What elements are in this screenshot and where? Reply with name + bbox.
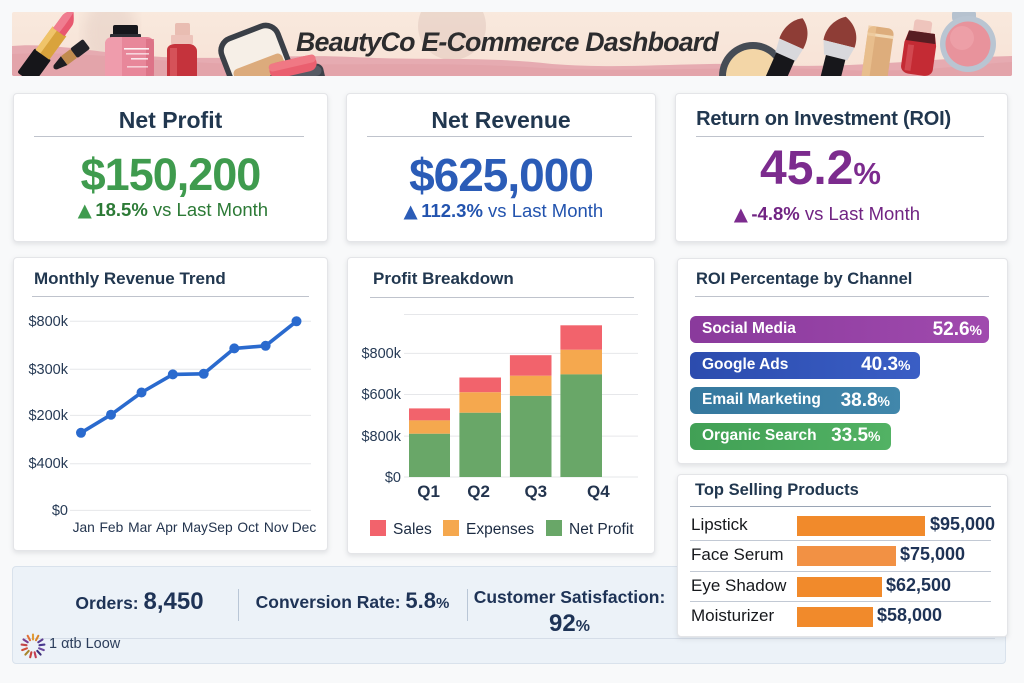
svg-text:$800k: $800k: [361, 346, 401, 362]
svg-text:Nov: Nov: [264, 520, 289, 535]
svg-text:$800k: $800k: [361, 429, 401, 445]
svg-text:$400k: $400k: [28, 456, 68, 472]
svg-text:Q4: Q4: [587, 482, 610, 501]
svg-text:Apr: Apr: [156, 520, 178, 535]
svg-text:$200k: $200k: [28, 408, 68, 424]
svg-text:Jan: Jan: [73, 520, 95, 535]
svg-text:Mar: Mar: [128, 520, 152, 535]
svg-text:Q3: Q3: [524, 482, 547, 501]
svg-text:Sep: Sep: [208, 520, 233, 535]
svg-text:Dec: Dec: [292, 520, 317, 535]
svg-text:$0: $0: [385, 470, 401, 486]
svg-text:Q1: Q1: [417, 482, 440, 501]
svg-text:Net Profit: Net Profit: [569, 521, 634, 538]
svg-text:$600k: $600k: [361, 387, 401, 403]
svg-text:Oct: Oct: [237, 520, 259, 535]
svg-text:Feb: Feb: [100, 520, 124, 535]
svg-text:$300k: $300k: [28, 362, 68, 378]
svg-text:Q2: Q2: [467, 482, 490, 501]
svg-text:BeautyCo E-Commerce Dashboard: BeautyCo E-Commerce Dashboard: [296, 27, 719, 57]
svg-text:Sales: Sales: [393, 521, 432, 538]
svg-text:May: May: [182, 520, 208, 535]
svg-text:$0: $0: [52, 503, 68, 519]
svg-text:Expenses: Expenses: [466, 521, 534, 538]
svg-text:$800k: $800k: [28, 314, 68, 330]
